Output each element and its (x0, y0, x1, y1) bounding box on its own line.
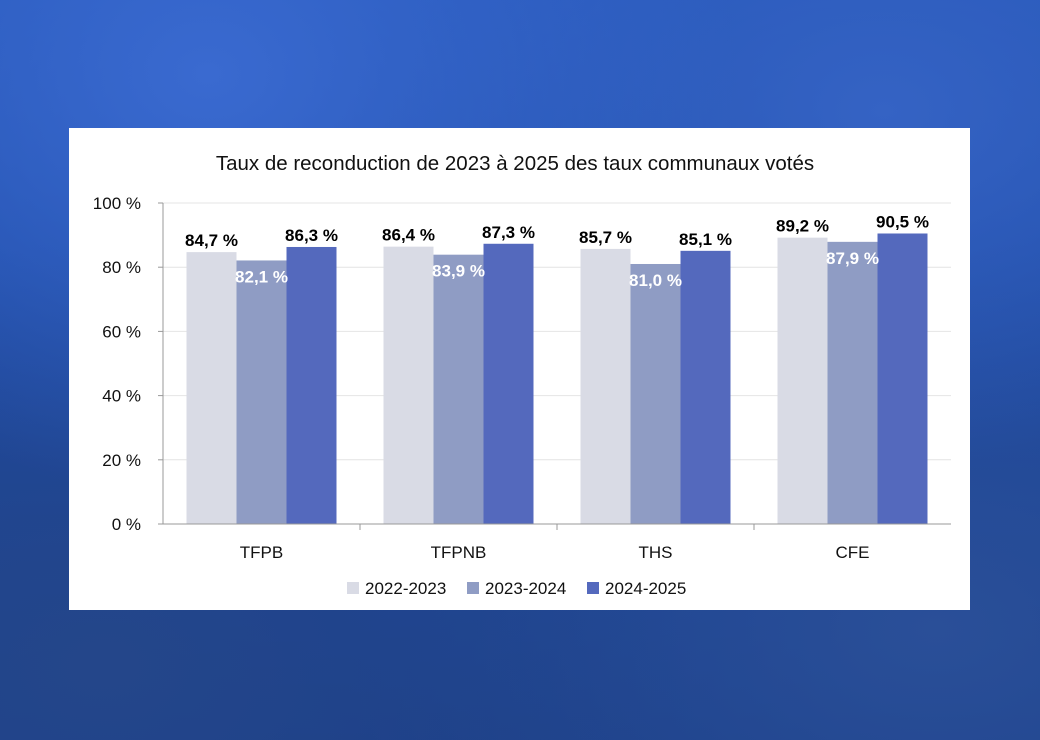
y-tick-label: 80 % (102, 258, 141, 277)
data-label: 84,7 % (185, 231, 238, 250)
data-label: 90,5 % (876, 212, 929, 231)
labels-layer: 84,7 % 82,1 % 86,3 % 86,4 % 83,9 % 87,3 % 85,7… (185, 212, 929, 289)
x-tick-label: TFPNB (431, 543, 487, 562)
x-tick-label: THS (639, 543, 673, 562)
bar (580, 248, 631, 524)
bar (827, 241, 878, 524)
legend-swatch (467, 582, 479, 594)
axis-layer: 0 % 20 % 40 % 60 % 80 % 100 % TFPB TFPNB THS CFE (93, 194, 951, 562)
legend-label: 2022-2023 (365, 579, 446, 598)
legend-swatch (587, 582, 599, 594)
x-tick-label: CFE (836, 543, 870, 562)
data-label: 82,1 % (235, 267, 288, 286)
y-tick-label: 0 % (112, 515, 141, 534)
legend-swatch (347, 582, 359, 594)
chart-title: Taux de reconduction de 2023 à 2025 des … (216, 152, 814, 175)
bar (383, 246, 434, 524)
data-label: 83,9 % (432, 262, 485, 281)
legend-label: 2024-2025 (605, 579, 686, 598)
bar (286, 246, 337, 524)
bar (236, 260, 287, 524)
bar (877, 233, 928, 524)
data-label: 89,2 % (776, 217, 829, 236)
bar (680, 250, 731, 524)
x-tick-label: TFPB (240, 543, 283, 562)
data-label: 85,1 % (679, 230, 732, 249)
data-label: 87,3 % (482, 223, 535, 242)
bar (186, 252, 237, 524)
y-tick-label: 20 % (102, 451, 141, 470)
y-tick-label: 100 % (93, 194, 141, 213)
bar (630, 263, 681, 524)
legend: 2022-2023 2023-2024 2024-2025 (347, 579, 686, 598)
data-label: 86,4 % (382, 226, 435, 245)
bar-chart: Taux de reconduction de 2023 à 2025 des … (93, 152, 951, 598)
data-label: 86,3 % (285, 226, 338, 245)
data-label: 87,9 % (826, 249, 879, 268)
bars-layer (186, 233, 928, 524)
bar (433, 254, 484, 524)
y-tick-label: 60 % (102, 322, 141, 341)
chart-card: Taux de reconduction de 2023 à 2025 des … (69, 128, 970, 610)
bar (777, 237, 828, 524)
data-label: 81,0 % (629, 271, 682, 290)
y-tick-label: 40 % (102, 387, 141, 406)
bar (483, 243, 534, 524)
legend-label: 2023-2024 (485, 579, 566, 598)
data-label: 85,7 % (579, 228, 632, 247)
